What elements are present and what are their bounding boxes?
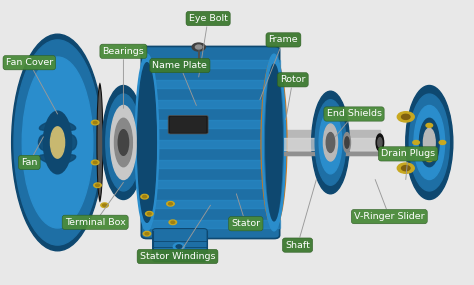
Ellipse shape — [315, 100, 346, 185]
Ellipse shape — [39, 155, 63, 165]
Ellipse shape — [323, 124, 337, 161]
Ellipse shape — [376, 134, 383, 151]
Circle shape — [146, 211, 153, 216]
Circle shape — [93, 121, 97, 124]
Text: Rotor: Rotor — [280, 75, 306, 84]
Circle shape — [169, 203, 173, 205]
Text: Terminal Box: Terminal Box — [65, 218, 126, 227]
Ellipse shape — [44, 111, 72, 174]
Ellipse shape — [110, 105, 137, 180]
Text: Shaft: Shaft — [285, 241, 310, 250]
Ellipse shape — [14, 40, 101, 245]
Ellipse shape — [406, 86, 453, 200]
Circle shape — [195, 45, 202, 49]
FancyBboxPatch shape — [170, 117, 206, 133]
Circle shape — [147, 213, 151, 215]
Ellipse shape — [50, 127, 64, 158]
Circle shape — [143, 231, 151, 236]
FancyBboxPatch shape — [168, 115, 208, 134]
Circle shape — [101, 203, 109, 207]
Circle shape — [192, 43, 205, 51]
Ellipse shape — [53, 155, 76, 165]
Text: Drain Plugs: Drain Plugs — [381, 149, 435, 158]
Ellipse shape — [264, 66, 283, 219]
Circle shape — [96, 184, 100, 186]
Ellipse shape — [115, 118, 132, 167]
Circle shape — [173, 243, 184, 250]
Text: Fan Cover: Fan Cover — [6, 58, 53, 67]
Bar — [143, 200, 280, 208]
Ellipse shape — [419, 118, 439, 167]
Bar — [143, 120, 280, 128]
Ellipse shape — [319, 111, 342, 174]
Circle shape — [426, 158, 433, 162]
Ellipse shape — [137, 63, 156, 222]
Circle shape — [91, 160, 99, 165]
Ellipse shape — [311, 91, 349, 194]
Ellipse shape — [409, 94, 449, 191]
Circle shape — [401, 114, 410, 119]
Ellipse shape — [38, 135, 50, 150]
Text: Bearings: Bearings — [102, 47, 144, 56]
Ellipse shape — [102, 86, 145, 200]
Bar — [276, 152, 380, 155]
Circle shape — [397, 163, 414, 173]
Ellipse shape — [423, 128, 435, 157]
Text: Fan: Fan — [21, 158, 37, 167]
Circle shape — [91, 120, 99, 125]
Ellipse shape — [22, 57, 93, 228]
Text: Frame: Frame — [269, 35, 298, 44]
Circle shape — [171, 221, 175, 223]
Circle shape — [413, 141, 419, 144]
Text: Stator: Stator — [231, 219, 260, 228]
Ellipse shape — [326, 133, 335, 152]
Circle shape — [143, 196, 146, 198]
Ellipse shape — [378, 138, 382, 147]
Ellipse shape — [344, 133, 350, 152]
FancyBboxPatch shape — [141, 46, 280, 239]
Text: V-Ringer Slider: V-Ringer Slider — [354, 212, 425, 221]
Bar — [143, 220, 280, 228]
Circle shape — [93, 161, 97, 164]
Text: Name Plate: Name Plate — [153, 61, 207, 70]
Circle shape — [426, 123, 433, 127]
Ellipse shape — [118, 130, 128, 155]
Bar — [143, 80, 280, 88]
Bar — [276, 130, 380, 155]
Ellipse shape — [414, 105, 445, 180]
Circle shape — [103, 204, 107, 206]
Circle shape — [169, 220, 177, 225]
Ellipse shape — [65, 135, 77, 150]
Circle shape — [176, 245, 182, 248]
Circle shape — [439, 141, 446, 144]
Circle shape — [397, 112, 414, 122]
Text: Stator Windings: Stator Windings — [140, 252, 215, 261]
Ellipse shape — [262, 54, 286, 231]
Bar — [143, 60, 280, 68]
Ellipse shape — [12, 34, 103, 251]
Ellipse shape — [98, 88, 102, 197]
Bar — [143, 100, 280, 108]
Ellipse shape — [39, 120, 63, 130]
Ellipse shape — [261, 57, 287, 228]
Circle shape — [401, 166, 410, 171]
Text: End Shields: End Shields — [327, 109, 382, 119]
Ellipse shape — [96, 83, 103, 202]
Ellipse shape — [345, 137, 349, 148]
FancyBboxPatch shape — [153, 229, 207, 262]
Bar — [143, 140, 280, 148]
Ellipse shape — [266, 64, 282, 221]
Ellipse shape — [106, 94, 141, 191]
Ellipse shape — [53, 120, 76, 130]
Circle shape — [94, 183, 101, 188]
Ellipse shape — [135, 54, 159, 231]
Circle shape — [145, 233, 149, 235]
Text: Eye Bolt: Eye Bolt — [189, 14, 228, 23]
Circle shape — [167, 201, 174, 206]
Bar — [276, 138, 380, 150]
Circle shape — [141, 194, 148, 199]
Bar — [143, 160, 280, 168]
Bar — [143, 180, 280, 188]
